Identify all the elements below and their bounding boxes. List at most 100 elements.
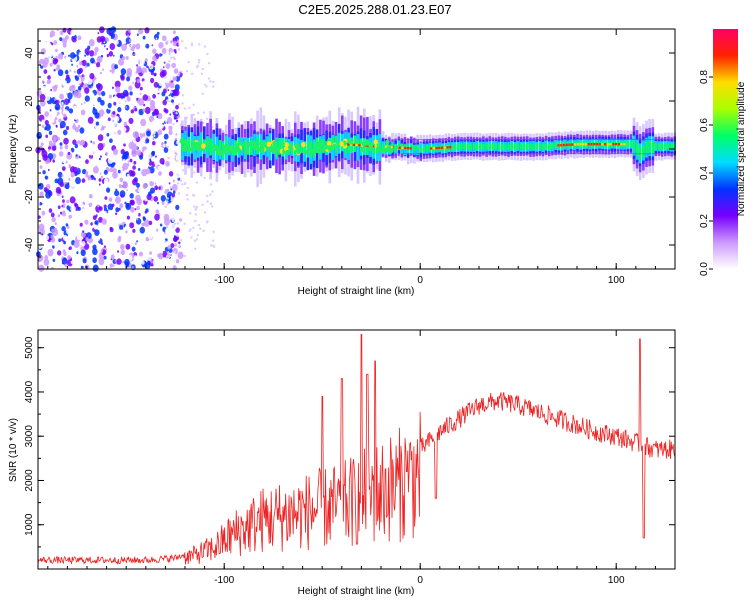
noise-blob (108, 89, 114, 97)
noise-blob (120, 262, 126, 270)
noise-blob (67, 47, 73, 55)
noise-blob (80, 103, 83, 106)
noise-blob (99, 155, 102, 158)
noise-blob (123, 121, 128, 127)
ridge-core (573, 143, 577, 146)
noise-blob (110, 218, 114, 222)
noise-blob (91, 234, 97, 240)
noise-blob (45, 191, 51, 199)
ridge-segment (457, 144, 460, 150)
noise-blob (94, 46, 99, 53)
noise-blob (171, 253, 177, 260)
ridge-core (609, 143, 612, 146)
noise-blob (105, 73, 108, 76)
noise-blob (77, 39, 81, 44)
noise-blob (45, 86, 48, 90)
noise-blob (81, 178, 86, 183)
ridge-core (557, 144, 560, 147)
faint-dot (166, 197, 169, 200)
noise-blob (155, 155, 157, 158)
noise-blob (99, 206, 103, 211)
faint-dot (170, 56, 173, 59)
noise-blob (41, 210, 46, 216)
noise-blob (113, 264, 115, 267)
ridge-core (562, 143, 566, 147)
faint-dot (208, 62, 211, 65)
noise-blob (130, 109, 134, 114)
noise-blob (64, 62, 68, 66)
noise-blob (176, 140, 180, 145)
noise-blob (152, 222, 155, 225)
spectrogram-axes: -100 0 100 -40 -20 0 20 40 (24, 28, 676, 286)
faint-dot (164, 240, 167, 243)
noise-blob (88, 213, 92, 218)
ridge-blob (261, 140, 267, 146)
faint-dot (199, 227, 202, 230)
noise-blob (50, 88, 53, 92)
noise-blob (49, 62, 53, 67)
noise-blob (84, 65, 88, 68)
noise-blob (47, 103, 54, 111)
noise-blob (98, 183, 101, 186)
ridge-core (565, 143, 568, 147)
noise-blob (101, 125, 105, 130)
spectrogram-ytick-label: 20 (24, 95, 35, 107)
noise-blob (119, 41, 121, 44)
ridge-blob (366, 140, 371, 146)
noise-blob (38, 223, 45, 232)
noise-blob (117, 169, 121, 174)
colorbar-tick-label: 0.6 (699, 118, 710, 132)
noise-blob (57, 53, 64, 60)
noise-blob (70, 171, 75, 178)
noise-blob (47, 168, 50, 172)
ridge-blob (296, 148, 301, 155)
noise-blob (153, 81, 159, 88)
ridge-core (595, 143, 598, 146)
faint-dot (172, 180, 175, 183)
faint-dot (198, 43, 201, 46)
noise-blob (73, 70, 76, 74)
noise-blob (69, 150, 72, 153)
noise-blob (126, 189, 128, 192)
ridge-blob (242, 141, 247, 147)
noise-blob (60, 211, 63, 215)
noise-blob (155, 145, 157, 148)
noise-blob (93, 177, 96, 181)
noise-blob (121, 43, 127, 51)
ridge-core (446, 146, 449, 149)
noise-blob (122, 181, 129, 189)
noise-blob (50, 197, 56, 205)
spectrogram-ytick-label: 0 (24, 146, 35, 152)
ridge-blob (216, 147, 222, 153)
noise-blob (166, 188, 170, 192)
noise-blob (44, 126, 47, 131)
noise-blob (80, 231, 86, 238)
noise-blob (54, 58, 59, 63)
noise-blob (66, 74, 70, 79)
noise-blob (41, 63, 43, 66)
ridge-blob (179, 138, 184, 144)
ridge-segment (507, 144, 510, 151)
noise-blob (116, 93, 120, 98)
ridge-core (576, 143, 579, 146)
noise-blob (86, 52, 89, 56)
noise-blob (48, 146, 51, 150)
noise-blob (144, 197, 148, 202)
ridge-core (612, 143, 615, 146)
noise-blob (175, 204, 180, 210)
ridge-segment (667, 143, 670, 149)
noise-blob (103, 255, 107, 260)
ridge-segment (397, 142, 401, 149)
noise-blob (84, 54, 86, 57)
noise-blob (72, 139, 77, 145)
noise-blob (153, 196, 159, 202)
noise-blob (175, 119, 179, 123)
noise-blob (100, 175, 104, 179)
noise-blob (41, 124, 45, 128)
ridge-core (606, 143, 609, 146)
faint-dot (192, 113, 195, 117)
faint-dot (169, 186, 172, 189)
noise-blob (136, 64, 139, 67)
noise-blob (64, 144, 69, 150)
